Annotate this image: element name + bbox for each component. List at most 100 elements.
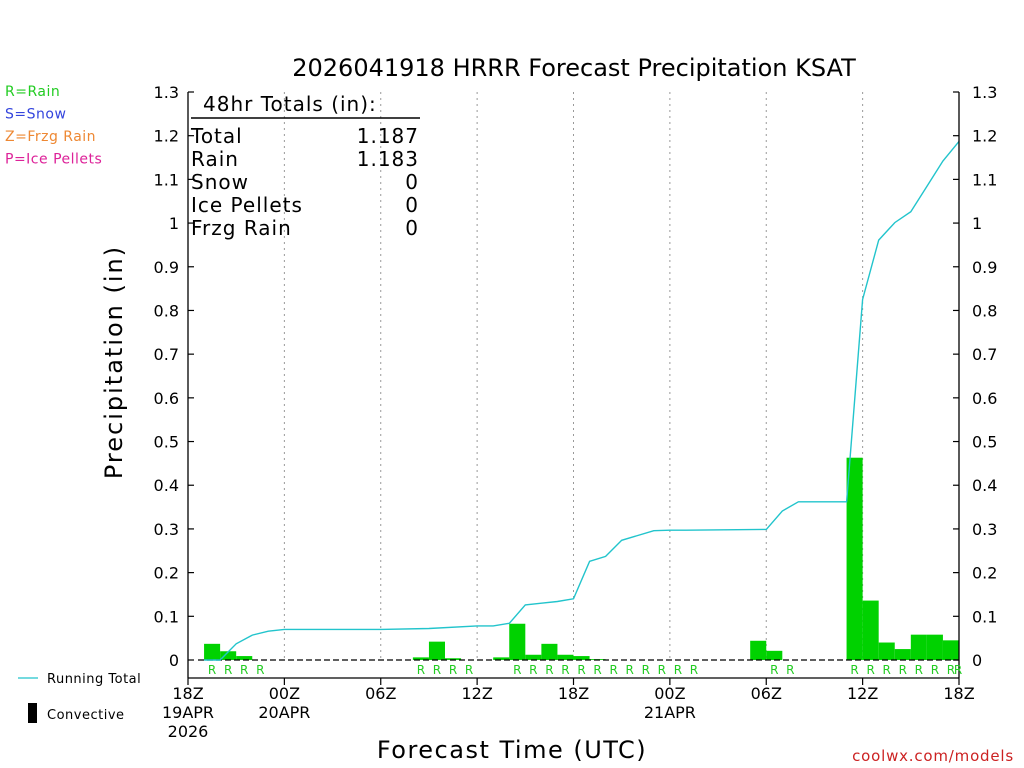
y-tick-label-left: 0.1 bbox=[154, 607, 179, 626]
precip-type-marker: R bbox=[674, 663, 682, 677]
y-tick-label-right: 0.9 bbox=[972, 258, 997, 277]
precip-type-marker: R bbox=[947, 663, 955, 677]
precip-type-marker: R bbox=[561, 663, 569, 677]
y-tick-label-right: 1 bbox=[972, 214, 982, 233]
x-tick-label: 20APR bbox=[258, 703, 310, 722]
precip-type-marker: R bbox=[658, 663, 666, 677]
precip-bar bbox=[926, 634, 943, 660]
y-tick-label-left: 0.8 bbox=[154, 301, 179, 320]
precip-type-legend-entry: R=Rain bbox=[5, 84, 60, 100]
precip-type-marker: R bbox=[513, 663, 521, 677]
y-tick-label-right: 1.3 bbox=[972, 83, 997, 102]
y-tick-label-left: 1.2 bbox=[154, 127, 179, 146]
precip-type-marker: R bbox=[883, 663, 891, 677]
precip-type-legend-entry: S=Snow bbox=[5, 107, 66, 123]
precip-type-marker: R bbox=[465, 663, 473, 677]
precip-type-marker: R bbox=[690, 663, 698, 677]
y-tick-label-right: 0.4 bbox=[972, 476, 997, 495]
precip-type-marker: R bbox=[954, 663, 962, 677]
precip-type-marker: R bbox=[240, 663, 248, 677]
y-tick-label-right: 0.1 bbox=[972, 607, 997, 626]
totals-row-label: Total bbox=[190, 124, 243, 148]
precip-bar bbox=[493, 657, 510, 660]
precip-type-marker: R bbox=[626, 663, 634, 677]
totals-row-label: Rain bbox=[191, 147, 239, 171]
y-tick-label-right: 0.8 bbox=[972, 301, 997, 320]
precip-bar bbox=[573, 656, 590, 660]
chart-title: 2026041918 HRRR Forecast Precipitation K… bbox=[292, 54, 856, 82]
y-tick-label-right: 0.7 bbox=[972, 345, 997, 364]
y-tick-label-left: 0.7 bbox=[154, 345, 179, 364]
y-tick-label-left: 0.6 bbox=[154, 389, 179, 408]
running-total-legend-label: Running Total bbox=[47, 672, 141, 687]
totals-row-value: 1.187 bbox=[357, 124, 419, 148]
y-tick-label-right: 0.2 bbox=[972, 564, 997, 583]
precip-type-markers: R R R R R R R R R R R R R R R R R R R R R R R R R R R R RR bbox=[208, 663, 962, 677]
precip-type-marker: R bbox=[529, 663, 537, 677]
precip-bar bbox=[846, 457, 863, 660]
precip-type-legend-entry: Z=Frzg Rain bbox=[5, 129, 96, 145]
x-tick-label: 21APR bbox=[644, 703, 696, 722]
y-tick-label-left: 1 bbox=[169, 214, 179, 233]
y-tick-label-right: 0.3 bbox=[972, 520, 997, 539]
totals-heading: 48hr Totals (in): bbox=[203, 92, 377, 116]
y-tick-label-right: 0.6 bbox=[972, 389, 997, 408]
precip-type-marker: R bbox=[256, 663, 264, 677]
precip-bar bbox=[878, 642, 895, 660]
running-total-line-group bbox=[204, 140, 960, 661]
precip-bar bbox=[894, 649, 911, 660]
precip-type-marker: R bbox=[915, 663, 923, 677]
precip-bar bbox=[541, 643, 558, 660]
y-tick-label-left: 0 bbox=[169, 651, 179, 670]
y-tick-label-left: 1.1 bbox=[154, 170, 179, 189]
credit-text: coolwx.com/models bbox=[852, 747, 1014, 765]
y-tick-label-left: 0.4 bbox=[154, 476, 179, 495]
x-axis-label: Forecast Time (UTC) bbox=[377, 736, 647, 764]
totals-row-value: 0 bbox=[405, 170, 419, 194]
precip-bar bbox=[910, 634, 927, 660]
x-tick-label: 12Z bbox=[461, 684, 492, 703]
y-tick-label-left: 0.3 bbox=[154, 520, 179, 539]
precip-bar bbox=[509, 623, 526, 660]
y-tick-label-left: 0.2 bbox=[154, 564, 179, 583]
y-ticks: 0 00.1 0.10.2 0.20.3 0.30.4 0.40.5 0.50.6 0.60.… bbox=[154, 83, 998, 670]
totals-row-label: Frzg Rain bbox=[191, 216, 292, 240]
x-tick-label: 12Z bbox=[847, 684, 878, 703]
precip-bar bbox=[445, 658, 462, 660]
running-total-line bbox=[204, 140, 960, 661]
precip-bar bbox=[220, 651, 237, 660]
precip-bar bbox=[236, 656, 253, 660]
x-tick-label: 18Z bbox=[172, 684, 203, 703]
precip-type-marker: R bbox=[770, 663, 778, 677]
precip-type-marker: R bbox=[433, 663, 441, 677]
precip-bar bbox=[428, 641, 445, 660]
y-tick-label-right: 1.2 bbox=[972, 127, 997, 146]
precip-bar bbox=[557, 654, 574, 660]
totals-row-label: Ice Pellets bbox=[191, 193, 303, 217]
precip-type-marker: R bbox=[593, 663, 601, 677]
precip-type-marker: R bbox=[449, 663, 457, 677]
y-tick-label-left: 0.5 bbox=[154, 433, 179, 452]
convective-legend: Convective bbox=[28, 703, 125, 723]
precip-type-marker: R bbox=[850, 663, 858, 677]
totals-rows: Total 1.187 Rain 1.183 Snow 0 Ice Pellets 0 Frzg… bbox=[190, 124, 419, 240]
x-tick-label: 00Z bbox=[654, 684, 685, 703]
running-total-legend: Running Total bbox=[18, 672, 141, 687]
y-tick-label-right: 0 bbox=[972, 651, 982, 670]
precip-bar bbox=[204, 643, 221, 660]
precip-bar bbox=[766, 650, 783, 660]
y-axis-label: Precipitation (in) bbox=[100, 245, 128, 479]
totals-box: 48hr Totals (in): Total 1.187 Rain 1.183 Sno… bbox=[190, 92, 420, 240]
x-tick-label: 06Z bbox=[365, 684, 396, 703]
precip-type-marker: R bbox=[609, 663, 617, 677]
y-tick-label-left: 0.9 bbox=[154, 258, 179, 277]
totals-row-value: 0 bbox=[405, 193, 419, 217]
precip-type-marker: R bbox=[208, 663, 216, 677]
precip-bar bbox=[750, 640, 767, 660]
x-tick-label: 06Z bbox=[751, 684, 782, 703]
convective-legend-label: Convective bbox=[47, 708, 125, 723]
totals-row-label: Snow bbox=[191, 170, 249, 194]
precip-type-marker: R bbox=[931, 663, 939, 677]
